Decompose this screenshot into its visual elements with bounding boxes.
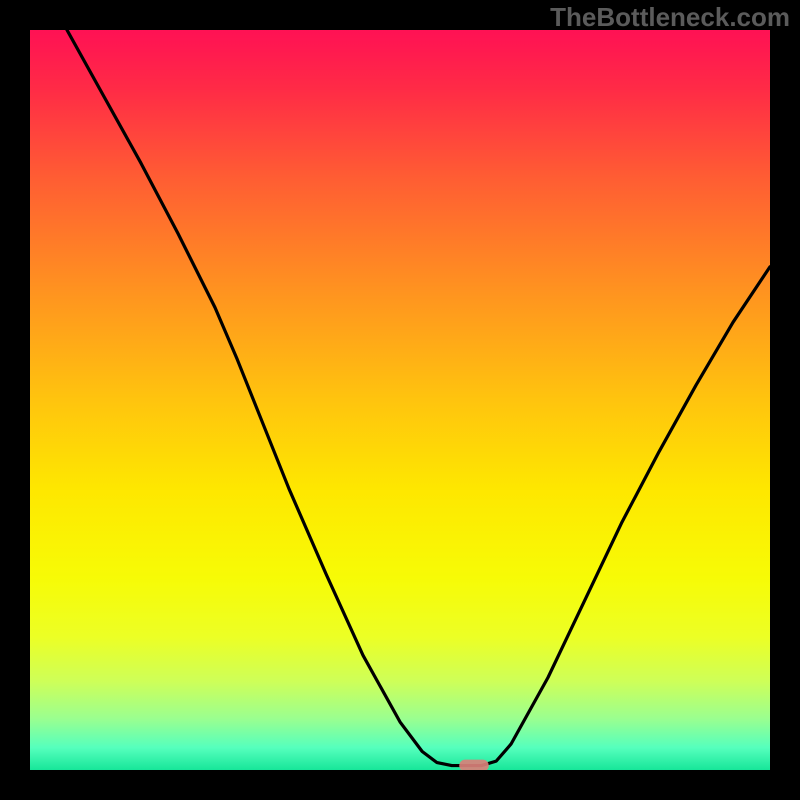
plot-area <box>30 30 770 770</box>
watermark-text: TheBottleneck.com <box>550 2 790 33</box>
plot-svg <box>30 30 770 770</box>
optimal-point-marker <box>459 760 489 770</box>
gradient-background <box>30 30 770 770</box>
chart-frame: TheBottleneck.com <box>0 0 800 800</box>
